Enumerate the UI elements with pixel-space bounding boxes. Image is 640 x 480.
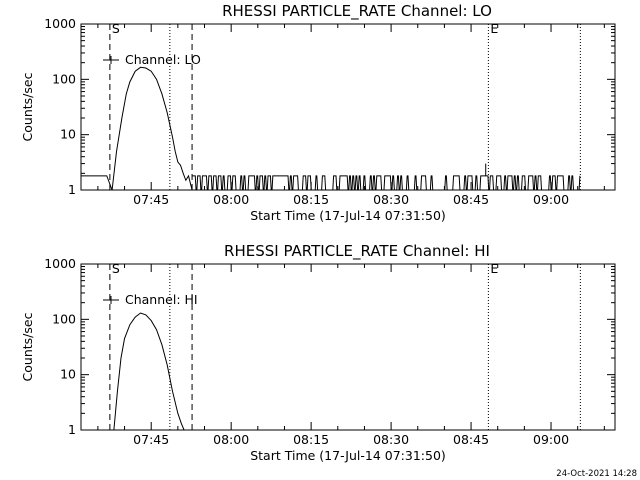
x-tick-label: 09:00 — [533, 432, 569, 447]
y-tick-label: 10 — [60, 367, 76, 382]
x-tick-label: 07:45 — [133, 192, 169, 207]
plot-frame — [80, 23, 616, 191]
legend-label: Channel: HI — [125, 292, 198, 307]
x-axis-label: Start Time (17-Jul-14 07:31:50) — [250, 208, 446, 223]
y-axis-label: Counts/sec — [20, 312, 35, 381]
footer-timestamp: 24-Oct-2021 14:28 — [556, 469, 637, 479]
x-tick-label: 08:00 — [213, 432, 249, 447]
x-tick-label: 08:45 — [453, 432, 489, 447]
marker-label: S — [112, 21, 120, 36]
x-tick-label: 08:00 — [213, 192, 249, 207]
series-line-burst — [81, 66, 193, 191]
y-tick-label: 100 — [52, 311, 76, 326]
x-tick-label: 08:30 — [373, 432, 409, 447]
x-tick-label: 08:45 — [453, 192, 489, 207]
panel-channel-hi: RHESSI PARTICLE_RATE Channel: HI 1 10 100 10… — [20, 242, 616, 463]
y-tick-label: 100 — [52, 71, 76, 86]
y-tick-label: 1000 — [44, 256, 76, 271]
chart-title: RHESSI PARTICLE_RATE Channel: LO — [222, 2, 492, 21]
y-axis-label: Counts/sec — [20, 72, 35, 141]
y-tick-label: 1 — [68, 182, 76, 197]
panel-channel-lo: RHESSI PARTICLE_RATE Channel: LO 1 10 100 10… — [20, 2, 616, 223]
x-tick-label: 08:30 — [373, 192, 409, 207]
legend-label: Channel: LO — [125, 52, 201, 67]
x-tick-label: 08:15 — [293, 432, 329, 447]
marker-label: E — [490, 261, 498, 276]
x-axis-label: Start Time (17-Jul-14 07:31:50) — [250, 448, 446, 463]
y-tick-label: 1000 — [44, 16, 76, 31]
x-tick-label: 07:45 — [133, 432, 169, 447]
plot-frame — [80, 263, 616, 431]
series-line-background — [192, 175, 581, 191]
chart-title: RHESSI PARTICLE_RATE Channel: HI — [224, 242, 490, 261]
series-line-burst — [113, 312, 185, 431]
x-tick-label: 08:15 — [293, 192, 329, 207]
marker-label: E — [490, 21, 498, 36]
y-tick-label: 10 — [60, 127, 76, 142]
y-tick-label: 1 — [68, 422, 76, 437]
x-tick-label: 09:00 — [533, 192, 569, 207]
marker-label: S — [112, 261, 120, 276]
